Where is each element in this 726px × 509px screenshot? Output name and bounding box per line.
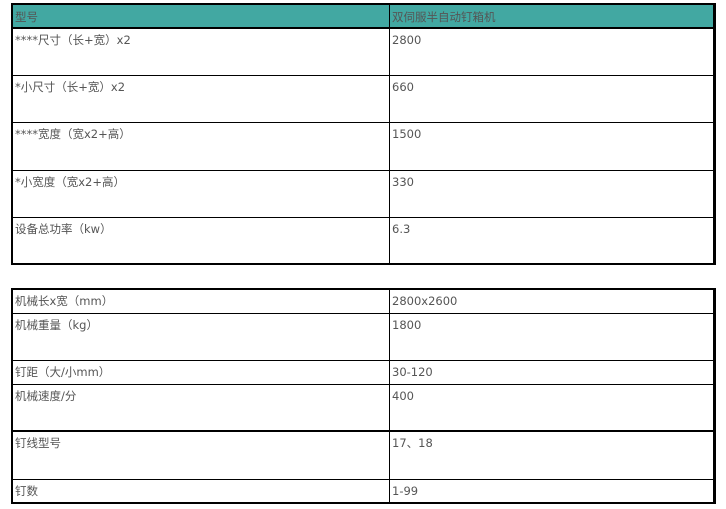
spec-label: *小宽度（宽x2+高） [11,169,390,218]
table-row: 设备总功率（kw） 6.3 [11,216,715,265]
table-row: 机械长x宽（mm） 2800x2600 [11,288,715,314]
table-row: 钉距（大/小mm） 30-120 [11,359,715,385]
spec-value: 330 [389,169,715,218]
spec-label: 钉线型号 [11,430,390,480]
spec-value: 1800 [389,312,715,361]
spec-value: 660 [389,74,715,123]
table-row: 机械重量（kg） 1800 [11,312,715,361]
spec-table-1: 型号 双伺服半自动钉箱机 ****尺寸（长+宽）x2 2800 *小尺寸（长+宽… [11,3,716,265]
table-row: ****宽度（宽x2+高） 1500 [11,121,715,171]
spec-value: 1500 [389,121,715,171]
spec-label: ****宽度（宽x2+高） [11,121,390,171]
spec-label: 设备总功率（kw） [11,216,390,265]
table-row: 机械速度/分 400 [11,383,715,432]
table-row: ****尺寸（长+宽）x2 2800 [11,27,715,76]
spec-value: 1-99 [389,478,715,504]
spec-value: 2800 [389,27,715,76]
spec-label: 机械重量（kg） [11,312,390,361]
table-row: *小尺寸（长+宽）x2 660 [11,74,715,123]
table-row: *小宽度（宽x2+高） 330 [11,169,715,218]
spec-value: 30-120 [389,359,715,385]
spec-label: *小尺寸（长+宽）x2 [11,74,390,123]
spec-value: 2800x2600 [389,288,715,314]
spec-label: ****尺寸（长+宽）x2 [11,27,390,76]
header-cell: 型号 [11,3,390,29]
table-row: 钉线型号 17、18 [11,430,715,480]
spec-table-2: 机械长x宽（mm） 2800x2600 机械重量（kg） 1800 钉距（大/小… [11,288,716,504]
spec-value: 400 [389,383,715,432]
table-row: 钉数 1-99 [11,478,715,504]
header-cell: 双伺服半自动钉箱机 [389,3,715,29]
spec-value: 17、18 [389,430,715,480]
table-header-row: 型号 双伺服半自动钉箱机 [11,3,715,29]
spec-label: 钉距（大/小mm） [11,359,390,385]
spec-value: 6.3 [389,216,715,265]
spec-label: 机械长x宽（mm） [11,288,390,314]
spec-label: 钉数 [11,478,390,504]
spec-label: 机械速度/分 [11,383,390,432]
